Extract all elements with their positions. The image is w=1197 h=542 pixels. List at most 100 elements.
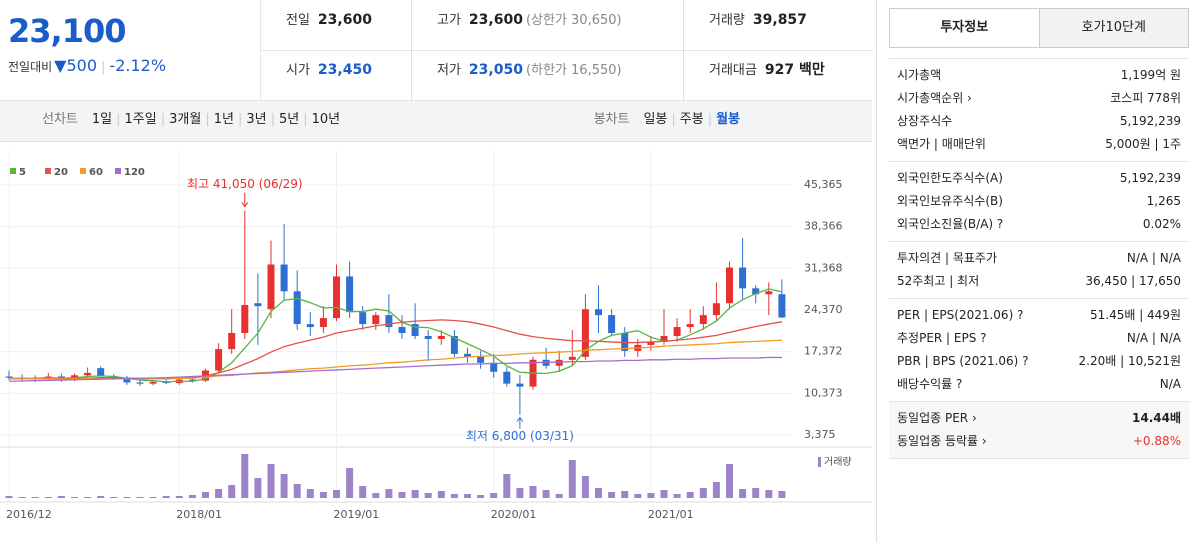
info-row: 동일업종 PER › 14.44배	[897, 407, 1181, 430]
volume-bar	[149, 497, 157, 498]
volume-bar	[595, 488, 602, 498]
info-value: 5,192,239	[1119, 171, 1181, 185]
info-row: PBR | BPS (2021.06) ? 2.20배 | 10,521원	[897, 350, 1181, 373]
candle-body	[712, 303, 720, 316]
info-row: 배당수익률 ? N/A	[897, 373, 1181, 396]
candle-body	[411, 324, 419, 336]
candle-tabs: 봉차트 일봉 | 주봉 | 월봉	[594, 101, 744, 139]
tab-separator: |	[707, 112, 713, 127]
summary-value: 39,857	[752, 12, 807, 28]
volume-swatch	[818, 457, 821, 467]
x-tick-label: 2016/12	[6, 508, 52, 521]
candle-body	[280, 264, 288, 292]
summary-cell: 거래량 39,857	[683, 0, 873, 50]
info-groups: 시가총액 1,199억 원 시가총액순위 › 코스피 778위 상장주식수 5,192,2…	[889, 58, 1189, 459]
tab[interactable]: 3년	[246, 112, 267, 127]
volume-bar	[686, 492, 694, 498]
candle-body	[424, 335, 432, 339]
min-arrow	[516, 416, 524, 429]
x-tick-label: 2018/01	[176, 508, 222, 521]
volume-bar	[529, 486, 537, 498]
tab[interactable]: 주봉	[679, 112, 704, 127]
info-value: 0.02%	[1142, 217, 1181, 231]
x-tick-label: 2019/01	[334, 508, 380, 521]
candle-body	[136, 382, 144, 384]
volume-bar	[673, 494, 681, 498]
summary-label: 거래량	[709, 13, 745, 28]
volume-bar	[450, 494, 458, 498]
volume-bar	[385, 489, 393, 498]
info-label: 외국인한도주식수(A)	[897, 171, 1003, 185]
info-label: 동일업종 PER ›	[897, 411, 977, 425]
y-tick-label: 17,372	[804, 345, 843, 358]
candle-body	[490, 362, 498, 372]
candle-body	[228, 333, 236, 350]
legend-label: 20	[54, 167, 68, 178]
info-group: 시가총액 1,199억 원 시가총액순위 › 코스피 778위 상장주식수 5,192,2…	[889, 58, 1189, 161]
candle-body	[359, 312, 367, 325]
ma-line	[9, 288, 783, 383]
info-label: 동일업종 등락률 ›	[897, 434, 987, 448]
tab[interactable]: 1일	[91, 112, 113, 127]
volume-bar	[437, 491, 445, 498]
candle-body	[581, 309, 589, 357]
info-row: 외국인소진율(B/A) ? 0.02%	[897, 213, 1181, 236]
candle-body	[778, 294, 786, 318]
candle-body	[306, 324, 314, 328]
candle-body	[241, 305, 249, 334]
candle-body	[726, 267, 733, 304]
info-value: 2.20배 | 10,521원	[1078, 354, 1181, 368]
y-tick-label: 10,373	[804, 386, 843, 399]
summary-label: 시가	[286, 63, 310, 78]
volume-bar	[503, 474, 511, 498]
volume-bar	[581, 476, 589, 498]
candle-body	[123, 378, 131, 383]
info-label: 배당수익률 ?	[897, 377, 963, 391]
legend-label: 5	[19, 167, 26, 178]
tab[interactable]: 3개월	[169, 112, 202, 127]
volume-bar	[542, 490, 550, 498]
info-group: 외국인한도주식수(A) 5,192,239 외국인보유주식수(B) 1,265 외국인소…	[889, 161, 1189, 241]
info-value: +0.88%	[1132, 434, 1181, 448]
tab-bar: 선차트 1일 | 1주일 | 3개월 | 1년 | 3년 | 5년 | 10년 봉차트 일봉 | 주봉 | 월봉	[0, 100, 872, 142]
summary-value: 23,600	[468, 12, 523, 28]
tab-separator: |	[160, 112, 166, 127]
volume-bar	[71, 497, 78, 498]
change-label: 전일대비	[8, 60, 53, 74]
period-tabs: 선차트 1일 | 1주일 | 3개월 | 1년 | 3년 | 5년 | 10년	[42, 101, 344, 139]
volume-bar	[31, 497, 39, 498]
summary-cell: 고가 23,600 (상한가 30,650)	[411, 0, 683, 50]
candle-body	[477, 356, 485, 363]
info-value: N/A	[1159, 377, 1181, 391]
candle-body	[437, 335, 445, 339]
side-tab[interactable]: 호가10단계	[1039, 9, 1188, 47]
tab[interactable]: 1년	[213, 112, 234, 127]
info-value: N/A | N/A	[1126, 251, 1181, 265]
info-row: 동일업종 등락률 › +0.88%	[897, 430, 1181, 453]
tab[interactable]: 일봉	[643, 112, 668, 127]
volume-bar	[228, 485, 236, 498]
candle-body	[215, 349, 223, 371]
tab[interactable]: 1주일	[124, 112, 157, 127]
candle-body	[608, 315, 616, 334]
separator: |	[101, 60, 106, 75]
candle-body	[293, 291, 301, 325]
summary-value: 23,050	[468, 62, 523, 78]
volume-bar	[634, 494, 642, 498]
tab[interactable]: 10년	[311, 112, 341, 127]
ma-line	[8, 356, 782, 382]
info-row: 시가총액 1,199억 원	[897, 64, 1181, 87]
info-value: 14.44배	[1132, 411, 1181, 425]
quote: 23,100 전일대비 ▼500 | -2.12%	[0, 0, 260, 100]
tab[interactable]: 월봉	[716, 112, 740, 127]
tab[interactable]: 5년	[278, 112, 300, 127]
info-label: 시가총액순위 ›	[897, 91, 972, 105]
candle-body	[595, 309, 602, 316]
candle-body	[84, 372, 92, 376]
candle-body	[464, 353, 471, 357]
side-tab[interactable]: 투자정보	[890, 9, 1040, 47]
summary-label: 고가	[437, 13, 461, 28]
summary-value: 927 백만	[764, 62, 825, 78]
